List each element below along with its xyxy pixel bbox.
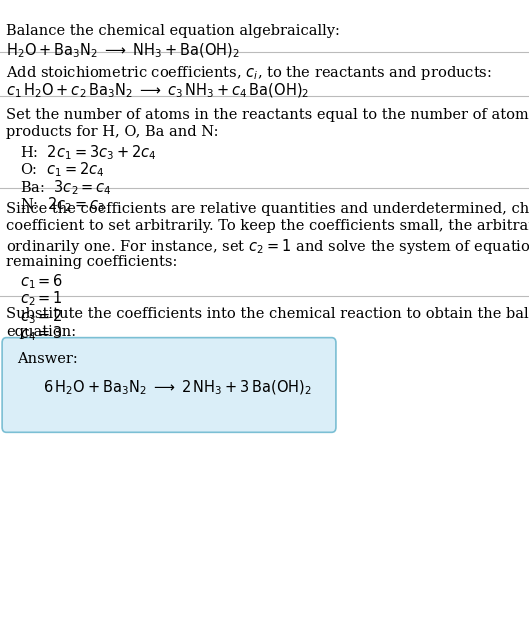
Text: Since the coefficients are relative quantities and underdetermined, choose a: Since the coefficients are relative quan… (6, 202, 529, 216)
Text: equation:: equation: (6, 325, 77, 339)
Text: Substitute the coefficients into the chemical reaction to obtain the balanced: Substitute the coefficients into the che… (6, 307, 529, 321)
Text: $c_2 = 1$: $c_2 = 1$ (20, 290, 62, 308)
Text: Set the number of atoms in the reactants equal to the number of atoms in the: Set the number of atoms in the reactants… (6, 108, 529, 122)
Text: $c_1 = 6$: $c_1 = 6$ (20, 272, 63, 291)
Text: $c_4 = 3$: $c_4 = 3$ (20, 325, 62, 344)
Text: $c_1\, \mathrm{H_2O} + c_2\, \mathrm{Ba_3N_2} \;\longrightarrow\; c_3\, \mathrm{: $c_1\, \mathrm{H_2O} + c_2\, \mathrm{Ba_… (6, 82, 309, 100)
Text: products for H, O, Ba and N:: products for H, O, Ba and N: (6, 125, 219, 139)
Text: Add stoichiometric coefficients, $c_i$, to the reactants and products:: Add stoichiometric coefficients, $c_i$, … (6, 64, 492, 82)
Text: H:  $2 c_1 = 3 c_3 + 2 c_4$: H: $2 c_1 = 3 c_3 + 2 c_4$ (20, 143, 157, 162)
Text: Ba:  $3 c_2 = c_4$: Ba: $3 c_2 = c_4$ (20, 178, 112, 197)
Text: ordinarily one. For instance, set $c_2 = 1$ and solve the system of equations fo: ordinarily one. For instance, set $c_2 =… (6, 237, 529, 256)
Text: O:  $c_1 = 2 c_4$: O: $c_1 = 2 c_4$ (20, 161, 104, 179)
Text: $6\, \mathrm{H_2O} + \mathrm{Ba_3N_2} \;\longrightarrow\; 2\, \mathrm{NH_3} + 3\: $6\, \mathrm{H_2O} + \mathrm{Ba_3N_2} \;… (43, 379, 312, 398)
Text: Balance the chemical equation algebraically:: Balance the chemical equation algebraica… (6, 24, 340, 38)
Text: remaining coefficients:: remaining coefficients: (6, 255, 178, 268)
FancyBboxPatch shape (2, 337, 336, 433)
Text: N:  $2 c_2 = c_3$: N: $2 c_2 = c_3$ (20, 196, 105, 214)
Text: coefficient to set arbitrarily. To keep the coefficients small, the arbitrary va: coefficient to set arbitrarily. To keep … (6, 219, 529, 233)
Text: $\mathrm{H_2O + Ba_3N_2 \;\longrightarrow\; NH_3 + Ba(OH)_2}$: $\mathrm{H_2O + Ba_3N_2 \;\longrightarro… (6, 41, 240, 60)
Text: $c_3 = 2$: $c_3 = 2$ (20, 307, 62, 326)
Text: Answer:: Answer: (17, 352, 78, 366)
